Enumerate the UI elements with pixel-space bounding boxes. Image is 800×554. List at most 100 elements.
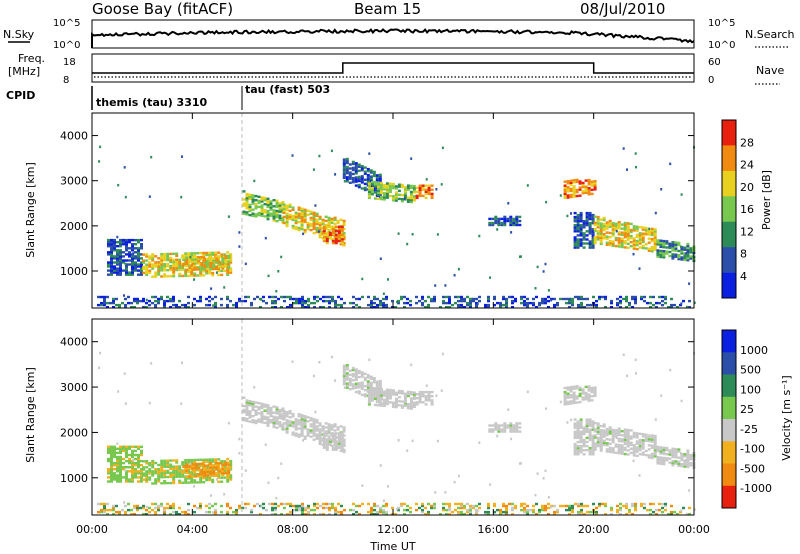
power-speckle [453,274,456,277]
power-cell [142,299,145,303]
velocity-cell [187,513,190,516]
power-cell [689,251,693,254]
power-cell [140,263,143,266]
power-cell [373,181,377,184]
power-cell [110,273,113,276]
velocity-speckle [397,439,400,442]
power-cell [116,249,119,252]
velocity-cell [188,475,192,478]
velocity-cell [379,392,383,395]
velocity-cell [415,397,419,400]
power-cell [197,262,201,265]
cpid-segment-1: themis (tau) 3310 [96,96,208,109]
velocity-cell [360,393,364,397]
velocity-cell [493,502,496,506]
velocity-cell [532,504,535,508]
velocity-cell [103,510,106,514]
velocity-speckle [654,418,657,421]
power-cell [500,217,504,221]
velocity-cell [559,504,562,508]
velocity-cell [172,502,175,506]
velocity-cell [424,506,427,510]
velocity-cell [406,394,410,398]
power-cell [563,184,567,187]
velocity-cell [145,508,148,512]
velocity-cell [508,502,511,506]
power-cell [593,227,597,231]
velocity-cell [197,468,201,472]
power-cell [313,306,316,309]
velocity-cell [412,391,416,394]
velocity-cell [518,422,522,425]
velocity-cell [593,422,597,425]
velocity-cell [641,445,645,448]
velocity-speckle [534,493,537,497]
velocity-cell [562,504,565,508]
velocity-cell [342,383,346,386]
power-cell [424,306,427,309]
power-cell [208,295,211,299]
power-cell [194,256,198,259]
velocity-cell [358,513,361,516]
power-cell [163,275,167,278]
velocity-cell [460,513,463,516]
velocity-cell [172,504,175,508]
velocity-cell [469,504,472,508]
velocity-cell [421,390,425,394]
power-cell [448,301,451,305]
velocity-cell [263,409,267,412]
velocity-cell [532,510,535,514]
power-cell [563,180,567,183]
power-cell [579,226,583,229]
velocity-speckle [519,462,522,465]
x-tick-label: 20:00 [578,523,610,536]
power-cell [148,271,152,274]
velocity-cell [674,454,678,457]
velocity-cell [343,508,346,512]
power-cell [294,217,298,221]
velocity-cell [348,387,352,391]
colorbar-tick-label: -500 [740,462,765,475]
power-cell [587,178,591,182]
velocity-cell [579,418,583,421]
power-cell [388,188,392,192]
velocity-speckle [238,437,241,441]
power-cell [351,162,355,166]
velocity-cell [193,481,197,484]
velocity-cell [541,508,544,512]
power-cell [166,256,170,260]
power-speckle [688,282,691,285]
velocity-cell [418,401,422,404]
power-cell [579,232,583,235]
velocity-cell [116,470,119,473]
power-cell [140,247,143,250]
velocity-cell [584,391,588,395]
velocity-cell [632,452,636,455]
power-cell [357,169,361,172]
power-cell [526,297,529,301]
velocity-cell [280,513,283,516]
velocity-cell [269,421,273,424]
velocity-cell [106,502,109,506]
power-cell [194,260,198,263]
power-cell [617,223,621,226]
velocity-cell [596,438,600,442]
power-cell [614,238,618,242]
velocity-cell [595,513,598,516]
power-cell [412,197,416,200]
velocity-cell [382,402,386,405]
power-cell [518,219,522,223]
velocity-cell [119,457,122,461]
power-cell [596,217,600,221]
velocity-cell [291,431,295,434]
power-cell [680,252,684,255]
power-cell [217,251,221,254]
power-cell [110,241,113,244]
velocity-cell [303,423,307,426]
velocity-cell [588,434,592,438]
power-cell [547,299,550,303]
power-cell [614,236,618,240]
power-cell [573,226,577,229]
velocity-cell [586,510,589,514]
power-cell [445,306,448,309]
